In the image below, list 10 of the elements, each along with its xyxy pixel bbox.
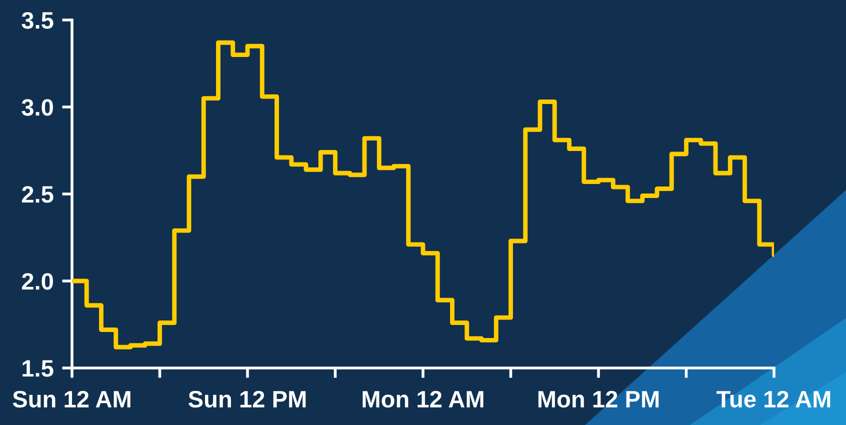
y-tick-label: 2.5: [22, 186, 54, 203]
x-tick-label: Mon 12 PM: [538, 390, 659, 408]
x-tick-label: Sun 12 PM: [188, 390, 306, 408]
y-tick-label: 2.0: [22, 273, 53, 290]
y-tick-label: 1.5: [22, 360, 54, 377]
x-tick-label: Mon 12 AM: [362, 390, 484, 408]
y-tick-label: 3.5: [22, 12, 54, 29]
x-tick-label: Tue 12 AM: [716, 390, 830, 408]
y-tick-label: 3.0: [22, 99, 53, 116]
x-tick-label: Sun 12 AM: [12, 390, 130, 408]
